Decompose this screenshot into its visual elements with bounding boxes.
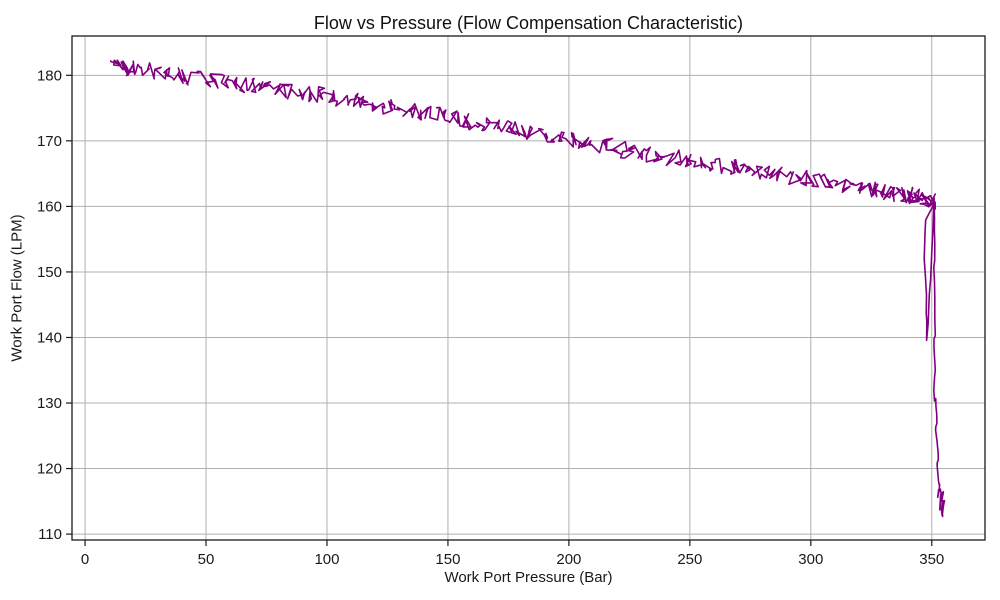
y-tick-label: 140 [37, 329, 62, 346]
y-tick-label: 180 [37, 67, 62, 84]
y-axis-label: Work Port Flow (LPM) [8, 214, 26, 362]
x-tick-label: 0 [81, 551, 89, 568]
x-tick-label: 150 [435, 551, 460, 568]
x-tick-label: 350 [919, 551, 944, 568]
y-tick-label: 130 [37, 395, 62, 412]
gridlines [72, 36, 985, 540]
x-tick-label: 100 [314, 551, 339, 568]
y-tick-label: 160 [37, 198, 62, 215]
y-tick-label: 110 [38, 526, 62, 543]
tick-labels: 0 50 100 150 200 250 300 350 110 120 130 140 150 160 1… [37, 67, 944, 568]
x-tick-label: 250 [677, 551, 702, 568]
chart-title: Flow vs Pressure (Flow Compensation Char… [313, 13, 744, 33]
tick-marks [66, 74, 933, 546]
x-tick-label: 300 [798, 551, 823, 568]
x-axis-label: Work Port Pressure (Bar) [444, 569, 613, 586]
data-line [109, 59, 946, 518]
y-tick-label: 170 [37, 133, 62, 150]
y-tick-label: 150 [37, 264, 62, 281]
x-tick-label: 50 [198, 551, 215, 568]
axes-frame [71, 35, 986, 541]
y-tick-label: 120 [37, 461, 62, 478]
x-tick-label: 200 [556, 551, 581, 568]
